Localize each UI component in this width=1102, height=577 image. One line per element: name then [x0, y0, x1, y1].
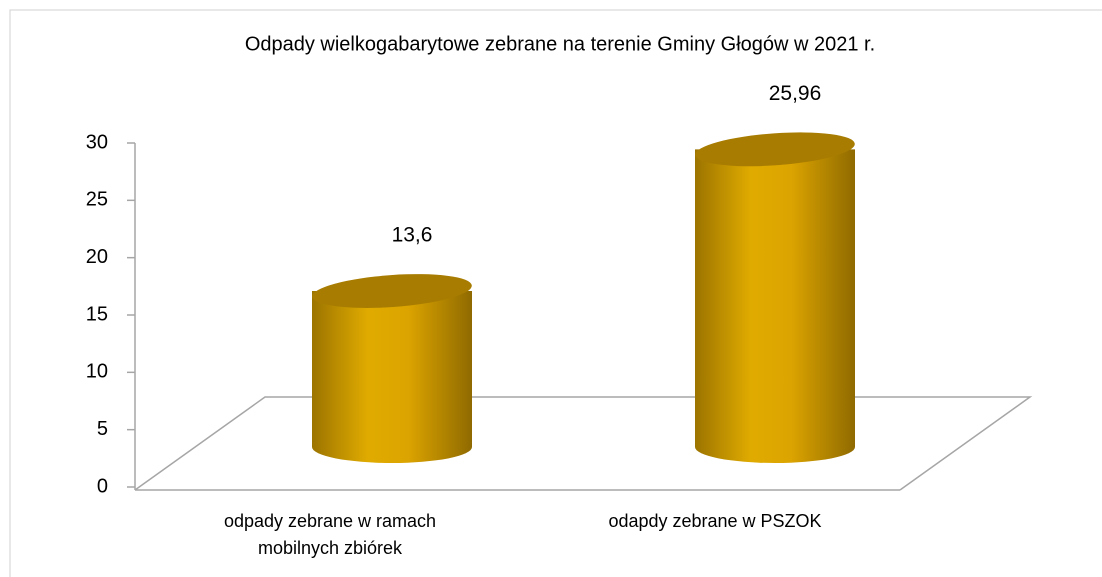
- cylinder-body: [695, 149, 855, 464]
- y-tick-label: 10: [86, 361, 108, 383]
- y-tick-label: 20: [86, 246, 108, 268]
- cylinder-top: [312, 274, 472, 308]
- chart-title: Odpady wielkogabarytowe zebrane na teren…: [245, 33, 875, 55]
- floor: [134, 396, 1033, 491]
- y-tick-label: 30: [86, 131, 108, 153]
- x-tick-label: odpady zebrane w ramach mobilnych zbióre…: [223, 511, 437, 558]
- cylinder-top: [695, 132, 855, 167]
- data-label: 25,96: [769, 82, 822, 105]
- cylinder-body: [312, 291, 472, 463]
- bar: [312, 274, 472, 463]
- bar: [695, 132, 855, 464]
- data-label: 13,6: [392, 224, 433, 247]
- y-tick-label: 25: [86, 189, 108, 211]
- frame: [9, 9, 1102, 577]
- x-tick-label: odapdy zebrane w PSZOK: [608, 511, 822, 531]
- y-tick-label: 15: [86, 303, 108, 325]
- y-tick-label: 0: [97, 475, 108, 497]
- y-tick-label: 5: [97, 418, 108, 440]
